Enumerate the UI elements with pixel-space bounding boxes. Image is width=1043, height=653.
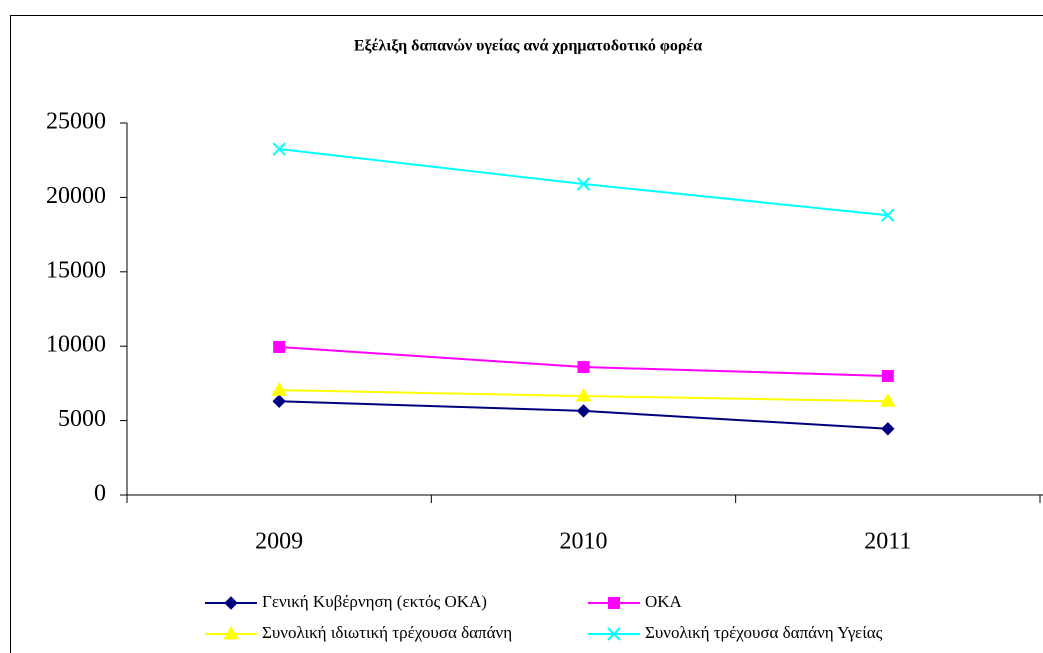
y-tick-label: 15000	[46, 257, 106, 283]
legend-label: ΟΚΑ	[645, 592, 683, 611]
marker	[223, 626, 239, 640]
legend-label: Συνολική ιδιωτική τρέχουσα δαπάνη	[262, 623, 512, 642]
marker	[607, 627, 621, 641]
marker	[271, 382, 288, 396]
chart-title: Εξέλιξη δαπανών υγείας ανά χρηματοδοτικό…	[354, 38, 702, 55]
marker	[879, 393, 896, 407]
marker	[608, 597, 620, 609]
marker	[881, 422, 895, 436]
marker	[576, 404, 591, 418]
chart-border	[10, 15, 1043, 653]
marker	[273, 340, 286, 353]
y-tick-label: 5000	[58, 406, 106, 432]
legend-label: Συνολική τρέχουσα δαπάνη Υγείας	[645, 623, 883, 642]
y-tick-label: 10000	[46, 332, 106, 358]
marker	[575, 388, 592, 402]
x-tick-label: 2011	[864, 529, 911, 555]
marker	[577, 361, 590, 374]
marker	[881, 208, 895, 222]
y-tick-label: 25000	[46, 109, 106, 135]
marker	[881, 369, 894, 382]
y-tick-label: 0	[94, 481, 106, 507]
x-tick-label: 2009	[255, 529, 303, 555]
marker	[272, 394, 286, 408]
y-tick-label: 20000	[46, 183, 106, 209]
marker	[576, 177, 591, 191]
legend-label: Γενική Κυβέρνηση (εκτός ΟΚΑ)	[262, 592, 487, 611]
marker	[272, 142, 286, 156]
marker	[224, 596, 238, 610]
x-tick-label: 2010	[560, 529, 608, 555]
